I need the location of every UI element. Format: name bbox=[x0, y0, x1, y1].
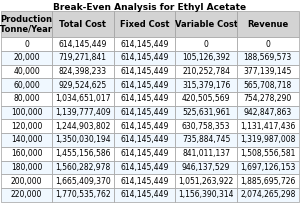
Title: Break-Even Analysis for Ethyl Acetate: Break-Even Analysis for Ethyl Acetate bbox=[53, 3, 247, 12]
